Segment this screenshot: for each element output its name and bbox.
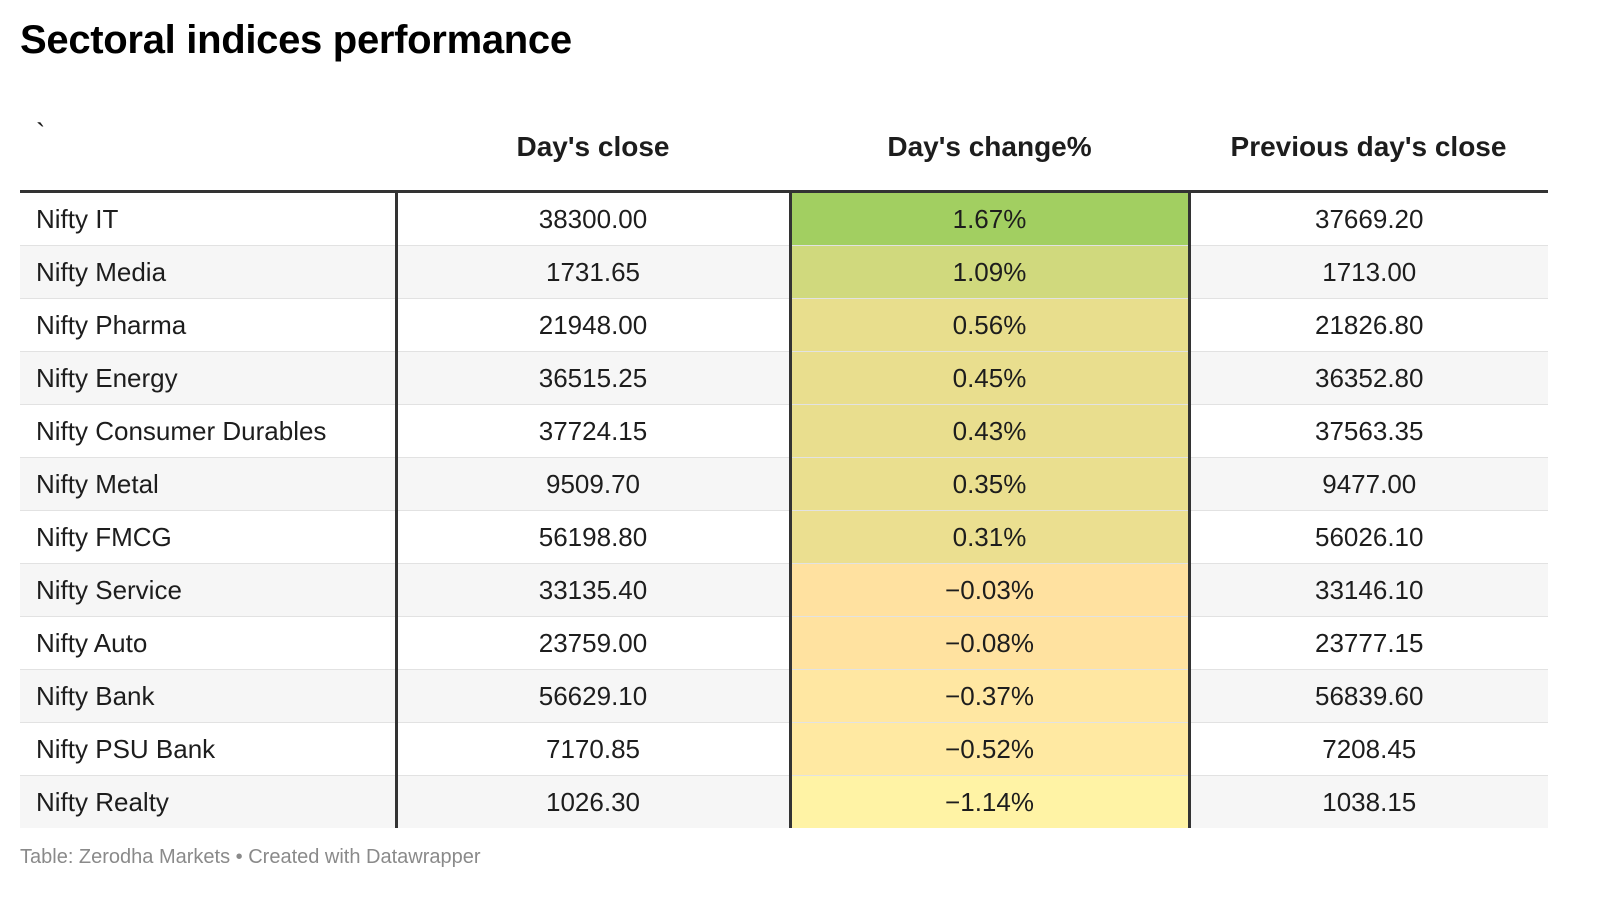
table-body: Nifty IT 38300.00 1.67% 37669.20 Nifty Media… (20, 191, 1548, 828)
row-close: 33135.40 (394, 563, 790, 617)
column-header-prev: Previous day's close (1189, 104, 1548, 193)
row-close: 7170.85 (394, 722, 790, 776)
row-close: 56629.10 (394, 669, 790, 723)
row-name: Nifty Realty (20, 775, 396, 828)
row-change: 0.31% (788, 510, 1189, 564)
row-prev: 36352.80 (1187, 351, 1548, 405)
row-name: Nifty Service (20, 563, 396, 617)
row-name: Nifty PSU Bank (20, 722, 396, 776)
row-prev: 33146.10 (1187, 563, 1548, 617)
row-close: 38300.00 (394, 191, 790, 246)
row-change: −0.03% (788, 563, 1189, 617)
table-row: Nifty IT 38300.00 1.67% 37669.20 (20, 191, 1548, 246)
row-close: 21948.00 (394, 298, 790, 352)
row-name: Nifty Pharma (20, 298, 396, 352)
row-prev: 56026.10 (1187, 510, 1548, 564)
row-name: Nifty Media (20, 245, 396, 299)
row-change: 0.43% (788, 404, 1189, 458)
table-row: Nifty Energy 36515.25 0.45% 36352.80 (20, 351, 1548, 405)
table-row: Nifty Pharma 21948.00 0.56% 21826.80 (20, 298, 1548, 352)
row-change: 0.56% (788, 298, 1189, 352)
column-header-change: Day's change% (790, 104, 1189, 193)
table-row: Nifty Media 1731.65 1.09% 1713.00 (20, 245, 1548, 299)
table-row: Nifty Consumer Durables 37724.15 0.43% 3756… (20, 404, 1548, 458)
row-prev: 37669.20 (1187, 191, 1548, 246)
row-prev: 1038.15 (1187, 775, 1548, 828)
page-title: Sectoral indices performance (20, 18, 572, 62)
row-name: Nifty FMCG (20, 510, 396, 564)
table-row: Nifty Service 33135.40 −0.03% 33146.10 (20, 563, 1548, 617)
footer-credit: Table: Zerodha Markets • Created with Da… (20, 846, 481, 868)
row-prev: 7208.45 (1187, 722, 1548, 776)
row-name: Nifty Metal (20, 457, 396, 511)
row-close: 56198.80 (394, 510, 790, 564)
row-prev: 37563.35 (1187, 404, 1548, 458)
row-change: −1.14% (788, 775, 1189, 828)
row-close: 9509.70 (394, 457, 790, 511)
row-name: Nifty Consumer Durables (20, 404, 396, 458)
row-name: Nifty Bank (20, 669, 396, 723)
row-name: Nifty IT (20, 191, 396, 246)
row-prev: 21826.80 (1187, 298, 1548, 352)
table-row: Nifty Auto 23759.00 −0.08% 23777.15 (20, 616, 1548, 670)
row-close: 37724.15 (394, 404, 790, 458)
row-change: −0.52% (788, 722, 1189, 776)
row-change: 1.09% (788, 245, 1189, 299)
row-change: 0.45% (788, 351, 1189, 405)
row-name: Nifty Energy (20, 351, 396, 405)
row-change: −0.08% (788, 616, 1189, 670)
row-close: 1731.65 (394, 245, 790, 299)
column-header-name: ` (20, 104, 396, 193)
table-row: Nifty FMCG 56198.80 0.31% 56026.10 (20, 510, 1548, 564)
row-change: 0.35% (788, 457, 1189, 511)
table-row: Nifty Metal 9509.70 0.35% 9477.00 (20, 457, 1548, 511)
row-name: Nifty Auto (20, 616, 396, 670)
table-row: Nifty Realty 1026.30 −1.14% 1038.15 (20, 775, 1548, 828)
table-row: Nifty Bank 56629.10 −0.37% 56839.60 (20, 669, 1548, 723)
row-change: −0.37% (788, 669, 1189, 723)
column-header-close: Day's close (396, 104, 790, 193)
row-change: 1.67% (788, 191, 1189, 246)
row-prev: 1713.00 (1187, 245, 1548, 299)
row-close: 1026.30 (394, 775, 790, 828)
sector-table: ` Day's close Day's change% Previous day… (20, 104, 1548, 828)
row-close: 23759.00 (394, 616, 790, 670)
row-prev: 9477.00 (1187, 457, 1548, 511)
row-close: 36515.25 (394, 351, 790, 405)
row-prev: 56839.60 (1187, 669, 1548, 723)
header-row: ` Day's close Day's change% Previous day… (20, 104, 1548, 193)
table-row: Nifty PSU Bank 7170.85 −0.52% 7208.45 (20, 722, 1548, 776)
row-prev: 23777.15 (1187, 616, 1548, 670)
